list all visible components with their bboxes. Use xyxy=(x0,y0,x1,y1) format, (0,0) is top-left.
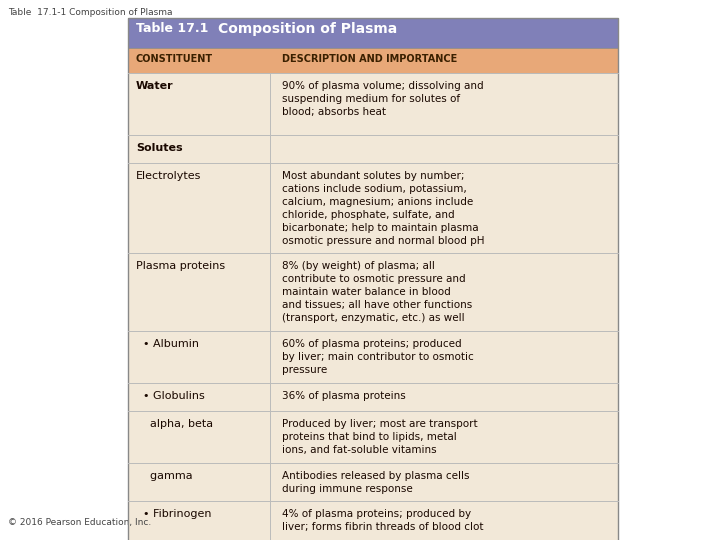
Text: 8% (by weight) of plasma; all
contribute to osmotic pressure and
maintain water : 8% (by weight) of plasma; all contribute… xyxy=(282,261,472,323)
Text: DESCRIPTION AND IMPORTANCE: DESCRIPTION AND IMPORTANCE xyxy=(282,54,457,64)
Text: 4% of plasma proteins; produced by
liver; forms fibrin threads of blood clot: 4% of plasma proteins; produced by liver… xyxy=(282,509,484,532)
Text: Water: Water xyxy=(136,81,174,91)
Text: Table  17.1-1 Composition of Plasma: Table 17.1-1 Composition of Plasma xyxy=(8,8,173,17)
Text: • Albumin: • Albumin xyxy=(136,339,199,349)
Text: Solutes: Solutes xyxy=(136,143,183,153)
Text: 36% of plasma proteins: 36% of plasma proteins xyxy=(282,391,406,401)
Text: Electrolytes: Electrolytes xyxy=(136,171,202,181)
Text: Most abundant solutes by number;
cations include sodium, potassium,
calcium, mag: Most abundant solutes by number; cations… xyxy=(282,171,485,246)
Text: CONSTITUENT: CONSTITUENT xyxy=(136,54,213,64)
Text: alpha, beta: alpha, beta xyxy=(136,419,213,429)
Text: Plasma proteins: Plasma proteins xyxy=(136,261,225,271)
Text: Composition of Plasma: Composition of Plasma xyxy=(218,22,397,36)
Text: © 2016 Pearson Education, Inc.: © 2016 Pearson Education, Inc. xyxy=(8,518,151,527)
Text: 60% of plasma proteins; produced
by liver; main contributor to osmotic
pressure: 60% of plasma proteins; produced by live… xyxy=(282,339,474,375)
Text: Antibodies released by plasma cells
during immune response: Antibodies released by plasma cells duri… xyxy=(282,471,469,494)
Text: gamma: gamma xyxy=(136,471,193,481)
Text: Produced by liver; most are transport
proteins that bind to lipids, metal
ions, : Produced by liver; most are transport pr… xyxy=(282,419,477,455)
Text: 90% of plasma volume; dissolving and
suspending medium for solutes of
blood; abs: 90% of plasma volume; dissolving and sus… xyxy=(282,81,484,117)
Text: • Globulins: • Globulins xyxy=(136,391,204,401)
Text: • Fibrinogen: • Fibrinogen xyxy=(136,509,212,519)
Text: Table 17.1: Table 17.1 xyxy=(136,22,208,35)
